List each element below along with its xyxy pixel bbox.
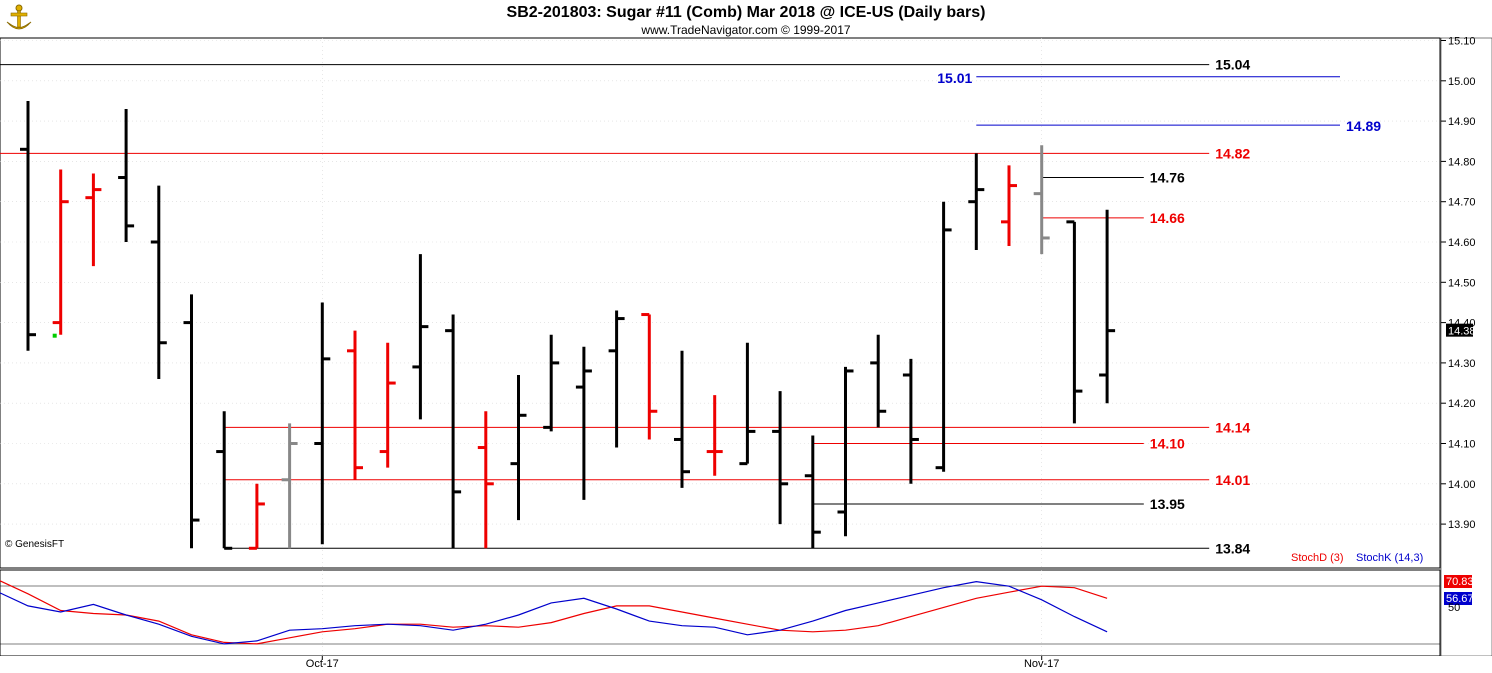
level-label: 14.82 bbox=[1215, 145, 1250, 161]
price-tick-label: 15.10 bbox=[1448, 36, 1476, 48]
ohlc-bar bbox=[674, 350, 690, 488]
ohlc-bar bbox=[1033, 145, 1050, 255]
ohlc-bar bbox=[314, 302, 331, 545]
ohlc-bar bbox=[772, 391, 789, 525]
ohlc-bar bbox=[1099, 209, 1116, 404]
ohlc-bar bbox=[706, 395, 723, 476]
chart-header: SB2-201803: Sugar #11 (Comb) Mar 2018 @ … bbox=[0, 0, 1492, 38]
date-tick-label: Nov-17 bbox=[1024, 658, 1059, 670]
chart-subtitle: www.TradeNavigator.com © 1999-2017 bbox=[641, 23, 851, 37]
ohlc-bar bbox=[347, 330, 363, 480]
ohlc-bar bbox=[477, 411, 494, 549]
ohlc-bar bbox=[412, 254, 429, 420]
level-label: 15.01 bbox=[937, 70, 972, 86]
ohlc-bar bbox=[968, 153, 985, 251]
stoch-panel bbox=[0, 569, 1441, 657]
ohlc-bar bbox=[52, 169, 69, 335]
ohlc-bar bbox=[804, 435, 821, 549]
ohlc-bar bbox=[739, 342, 756, 466]
price-tick-label: 14.80 bbox=[1448, 156, 1476, 168]
ohlc-bar bbox=[870, 334, 887, 428]
stoch-d-value: 70.83 bbox=[1446, 576, 1474, 588]
ohlc-bar bbox=[281, 423, 298, 549]
ohlc-bar bbox=[248, 483, 265, 550]
stoch-k-line bbox=[0, 580, 1108, 645]
level-label: 15.04 bbox=[1215, 57, 1250, 73]
price-tick-label: 14.90 bbox=[1448, 116, 1476, 128]
price-tick-label: 14.50 bbox=[1448, 277, 1476, 289]
watermark: © GenesisFT bbox=[5, 539, 64, 550]
anchor-logo-icon bbox=[4, 2, 34, 34]
stoch-d-line bbox=[0, 580, 1108, 645]
ohlc-bar bbox=[20, 100, 36, 351]
stoch-tick-label: 50 bbox=[1448, 602, 1460, 614]
ohlc-bar bbox=[641, 313, 658, 440]
ohlc-bar bbox=[445, 314, 462, 549]
price-panel bbox=[0, 37, 1441, 569]
ohlc-bar bbox=[935, 201, 952, 472]
ohlc-bar bbox=[510, 374, 527, 521]
price-tick-label: 13.90 bbox=[1448, 519, 1476, 531]
date-axis-bg bbox=[0, 656, 1492, 673]
ohlc-bar bbox=[1066, 220, 1083, 424]
ohlc-bar bbox=[150, 185, 167, 380]
price-tick-label: 15.00 bbox=[1448, 76, 1476, 88]
level-label: 14.10 bbox=[1150, 436, 1185, 452]
ohlc-bar bbox=[543, 334, 560, 432]
current-price-box bbox=[1446, 323, 1473, 337]
stoch-k-legend: StochK (14,3) bbox=[1356, 552, 1423, 564]
current-price-label: 14.38 bbox=[1448, 326, 1476, 338]
ohlc-bar bbox=[837, 366, 854, 537]
level-label: 14.66 bbox=[1150, 210, 1185, 226]
price-tick-label: 14.30 bbox=[1448, 358, 1476, 370]
level-label: 14.89 bbox=[1346, 118, 1381, 134]
ohlc-bar bbox=[608, 310, 625, 448]
ohlc-bar bbox=[183, 294, 200, 549]
ohlc-bar bbox=[118, 109, 135, 242]
price-tick-label: 14.70 bbox=[1448, 197, 1476, 209]
ohlc-bar bbox=[216, 411, 233, 550]
stoch-k-value-box bbox=[1444, 592, 1472, 605]
date-tick-label: Oct-17 bbox=[306, 658, 339, 670]
level-label: 13.84 bbox=[1215, 540, 1250, 556]
ohlc-bar bbox=[1001, 165, 1017, 247]
stoch-d-value-box bbox=[1444, 575, 1472, 588]
price-tick-label: 14.10 bbox=[1448, 439, 1476, 451]
chart-title: SB2-201803: Sugar #11 (Comb) Mar 2018 @ … bbox=[506, 4, 986, 21]
level-label: 14.76 bbox=[1150, 170, 1185, 186]
level-label: 14.01 bbox=[1215, 472, 1250, 488]
level-label: 13.95 bbox=[1150, 496, 1185, 512]
ohlc-bar bbox=[575, 346, 592, 500]
price-tick-label: 14.20 bbox=[1448, 398, 1476, 410]
stoch-d-legend: StochD (3) bbox=[1291, 552, 1344, 564]
price-tick-label: 14.60 bbox=[1448, 237, 1476, 249]
signal-marker bbox=[52, 333, 57, 338]
ohlc-bar bbox=[85, 173, 102, 267]
ohlc-bar bbox=[902, 358, 919, 484]
price-axis-bg bbox=[1440, 37, 1492, 657]
level-label: 14.14 bbox=[1215, 419, 1250, 435]
stoch-k-value: 56.67 bbox=[1446, 593, 1474, 605]
price-tick-label: 14.00 bbox=[1448, 479, 1476, 491]
ohlc-bar bbox=[379, 342, 396, 468]
